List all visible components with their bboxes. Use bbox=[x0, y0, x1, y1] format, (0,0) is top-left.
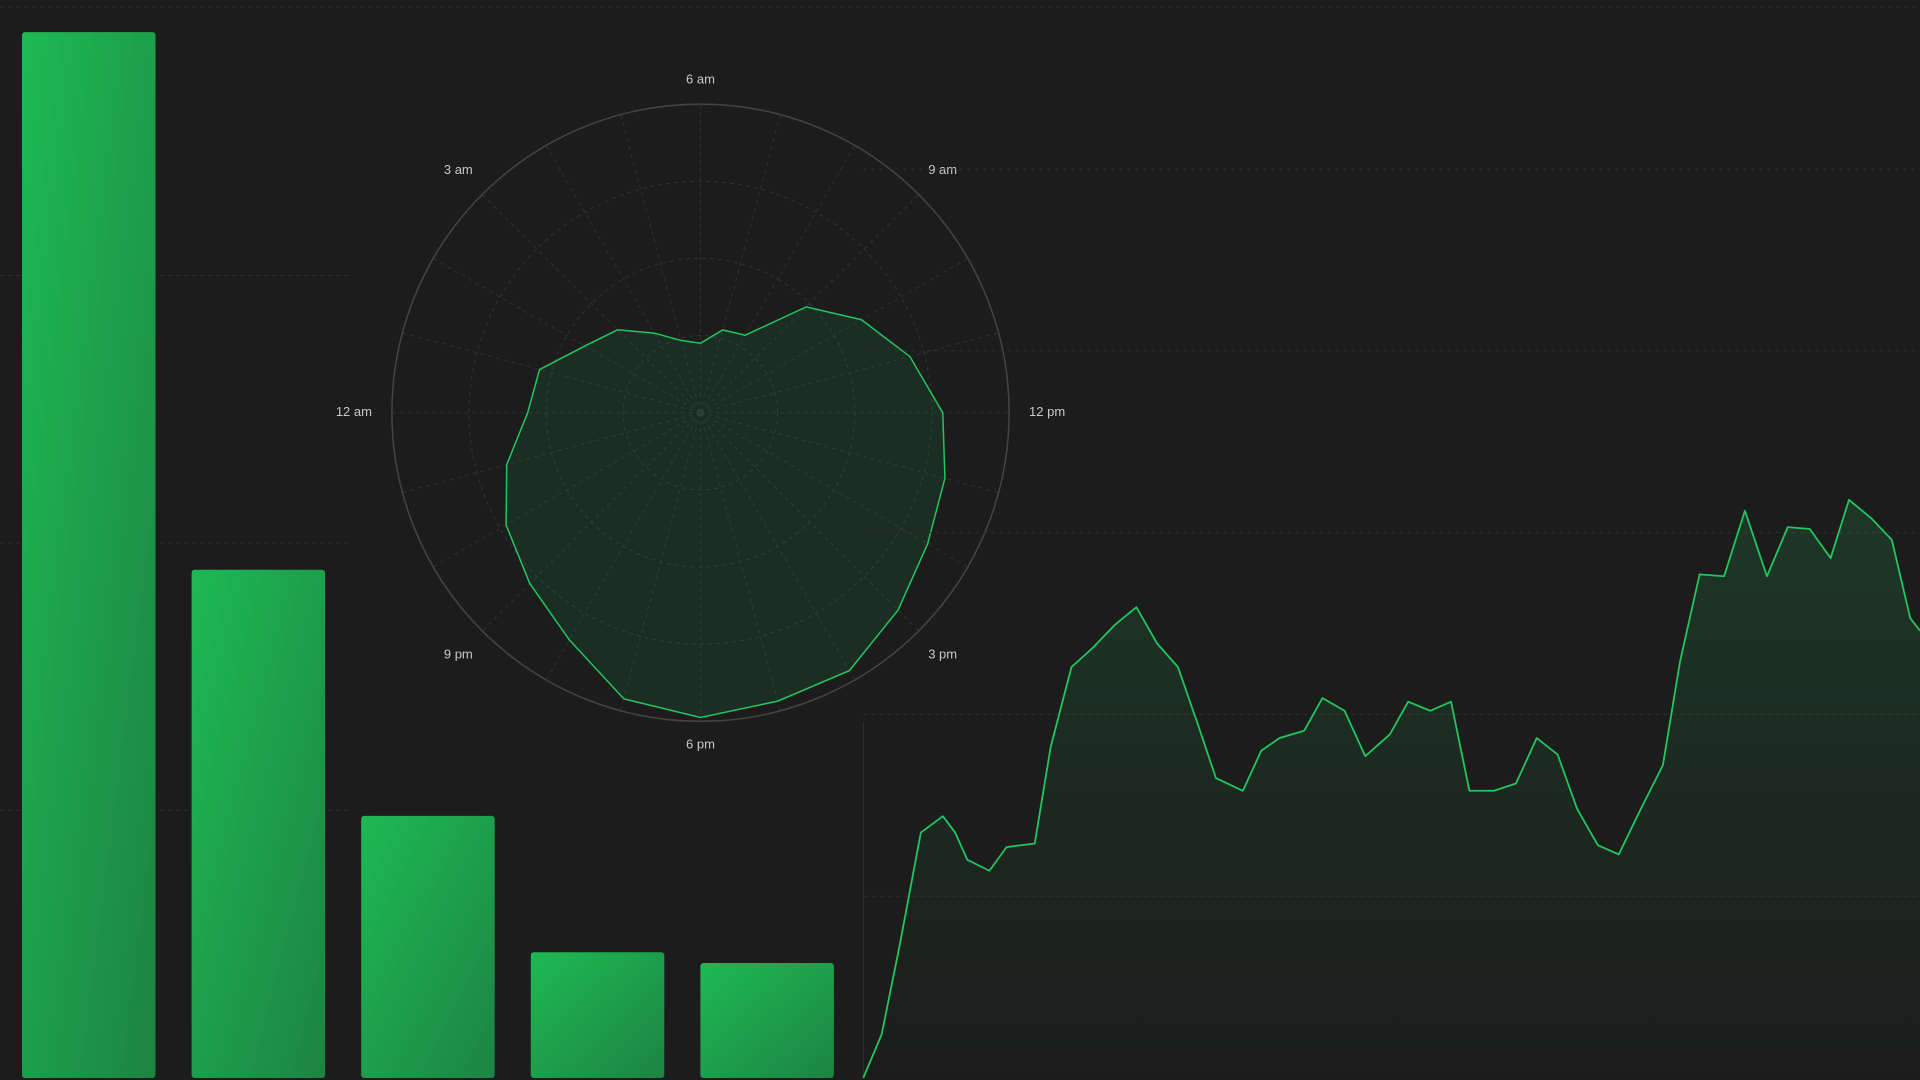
radar-spoke bbox=[700, 412, 920, 632]
radar-spoke bbox=[432, 412, 701, 568]
radar-spoke bbox=[700, 114, 781, 413]
radar-spoke bbox=[545, 145, 701, 413]
radar-spoke bbox=[700, 412, 969, 568]
radar-spoke bbox=[700, 257, 969, 414]
radar-ring bbox=[391, 103, 1010, 723]
radar-label: 3 am bbox=[444, 162, 473, 177]
radar-spoke bbox=[700, 412, 781, 711]
radar-ring bbox=[468, 180, 933, 645]
radar-label: 9 pm bbox=[444, 646, 473, 661]
radar-ring bbox=[622, 335, 779, 491]
radar-spoke bbox=[620, 412, 701, 711]
area-line bbox=[862, 498, 1920, 1079]
radar-label: 6 pm bbox=[686, 737, 715, 752]
bar bbox=[22, 32, 156, 1079]
radar-spoke bbox=[700, 412, 856, 681]
radar-spoke bbox=[481, 194, 701, 414]
radar-spoke bbox=[700, 194, 920, 414]
radar-label: 12 am bbox=[336, 404, 372, 419]
bar bbox=[361, 815, 495, 1078]
radar-label: 6 am bbox=[686, 72, 715, 87]
radar-spoke bbox=[700, 145, 856, 413]
radar-spoke bbox=[700, 332, 999, 414]
radar-spoke bbox=[481, 412, 701, 632]
radar-spoke bbox=[402, 332, 701, 414]
radar-spoke bbox=[545, 412, 701, 681]
bar bbox=[700, 962, 834, 1078]
radar-spoke bbox=[432, 257, 701, 414]
radar-spoke bbox=[700, 412, 999, 494]
radar-label: 9 am bbox=[928, 162, 957, 177]
radar-spoke bbox=[620, 114, 701, 413]
radar-label: 3 pm bbox=[928, 646, 957, 661]
area-fill bbox=[863, 499, 1920, 1079]
bar bbox=[191, 569, 326, 1078]
radar-label: 12 pm bbox=[1029, 404, 1065, 419]
radar-spoke bbox=[402, 412, 701, 494]
radar-area bbox=[505, 306, 946, 719]
bar bbox=[530, 952, 665, 1078]
